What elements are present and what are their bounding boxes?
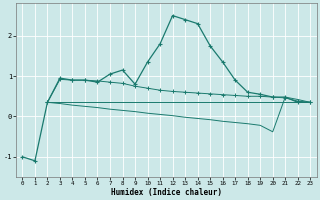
X-axis label: Humidex (Indice chaleur): Humidex (Indice chaleur) <box>111 188 222 197</box>
